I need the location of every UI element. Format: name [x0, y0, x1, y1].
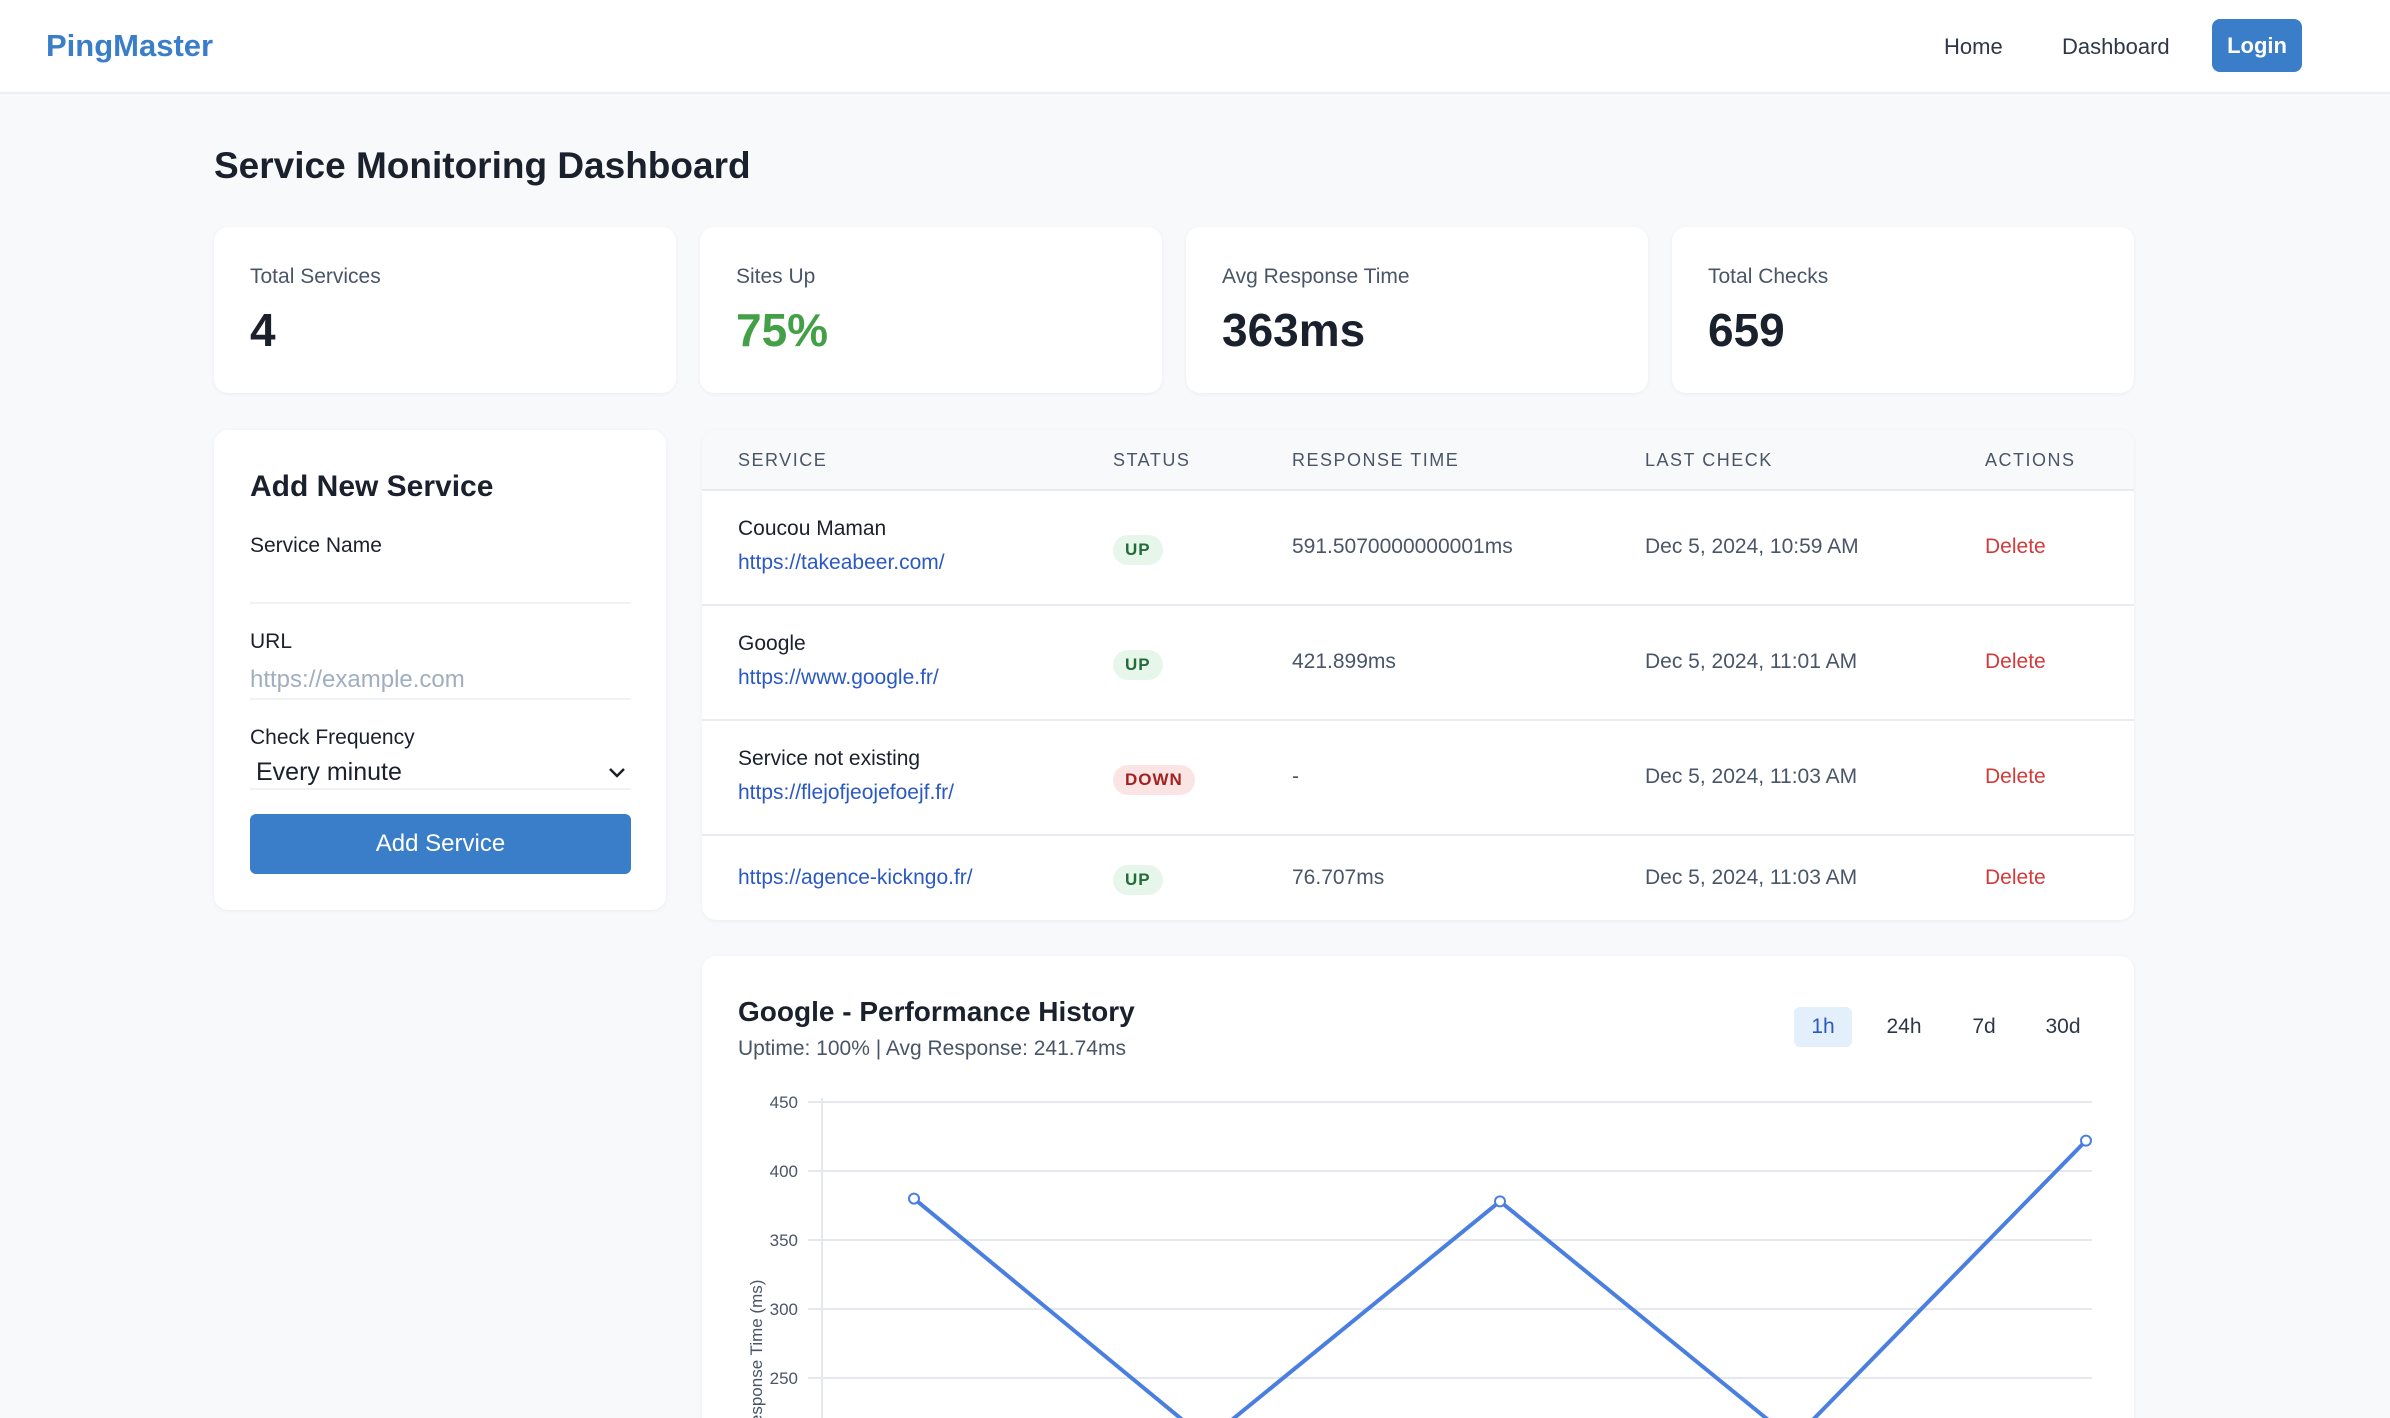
- y-tick-label: 300: [770, 1300, 798, 1319]
- response-time: 421.899ms: [1292, 650, 1396, 673]
- add-service-button[interactable]: Add Service: [250, 814, 631, 874]
- stat-card-total-checks: Total Checks 659: [1672, 227, 2134, 393]
- range-1h-button[interactable]: 1h: [1794, 1007, 1852, 1047]
- services-table: SERVICE STATUS RESPONSE TIME LAST CHECK …: [702, 430, 2134, 920]
- check-frequency-value: Every minute: [256, 758, 402, 786]
- header-response-time: RESPONSE TIME: [1292, 450, 1460, 470]
- stat-label: Total Checks: [1708, 265, 1829, 288]
- data-point: [1494, 1195, 1506, 1208]
- status-badge: DOWN: [1113, 765, 1195, 795]
- status-badge: UP: [1113, 650, 1163, 680]
- y-tick-label: 450: [770, 1093, 798, 1112]
- service-name-label: Service Name: [250, 534, 382, 557]
- response-time: 591.5070000000001ms: [1292, 535, 1513, 558]
- service-name: Coucou Maman: [738, 517, 887, 540]
- chevron-down-icon: [609, 768, 625, 778]
- stat-value: 363ms: [1222, 304, 1366, 356]
- last-check: Dec 5, 2024, 11:01 AM: [1645, 650, 1858, 673]
- service-url-link[interactable]: https://flejofjeojefoejf.fr/: [738, 781, 954, 804]
- page-title: Service Monitoring Dashboard: [214, 145, 751, 186]
- stat-value: 4: [250, 304, 276, 356]
- y-tick-label: 350: [770, 1231, 798, 1250]
- table-row: https://agence-kickngo.fr/ UP 76.707ms D…: [702, 836, 2134, 920]
- check-frequency-select[interactable]: Every minute: [250, 756, 631, 790]
- brand-logo[interactable]: PingMaster: [46, 28, 214, 63]
- service-url-link[interactable]: https://takeabeer.com/: [738, 551, 945, 574]
- url-input[interactable]: https://example.com: [250, 666, 631, 700]
- stat-card-sites-up: Sites Up 75%: [700, 227, 1162, 393]
- url-label: URL: [250, 630, 293, 653]
- add-service-form: Add New Service Service Name URL https:/…: [214, 430, 666, 910]
- delete-button[interactable]: Delete: [1985, 765, 2046, 788]
- stat-label: Sites Up: [736, 265, 816, 288]
- header-service: SERVICE: [738, 450, 828, 470]
- performance-chart-panel: Google - Performance History Uptime: 100…: [702, 956, 2134, 1418]
- y-tick-label: 400: [770, 1162, 798, 1181]
- last-check: Dec 5, 2024, 11:03 AM: [1645, 765, 1858, 788]
- table-header: SERVICE STATUS RESPONSE TIME LAST CHECK …: [702, 430, 2134, 491]
- stat-label: Avg Response Time: [1222, 265, 1410, 288]
- stat-value: 75%: [736, 304, 829, 356]
- top-navbar: PingMaster Home Dashboard Login: [0, 0, 2390, 94]
- range-30d-button[interactable]: 30d: [2045, 1015, 2081, 1038]
- response-time: 76.707ms: [1292, 866, 1385, 889]
- check-frequency-label: Check Frequency: [250, 726, 415, 749]
- status-badge: UP: [1113, 535, 1163, 565]
- service-name-input[interactable]: [250, 570, 631, 604]
- range-24h-button[interactable]: 24h: [1886, 1015, 1922, 1038]
- service-name: Google: [738, 632, 806, 655]
- service-name: Service not existing: [738, 747, 921, 770]
- delete-button[interactable]: Delete: [1985, 535, 2046, 558]
- last-check: Dec 5, 2024, 11:03 AM: [1645, 866, 1858, 889]
- data-point: [908, 1192, 920, 1205]
- header-status: STATUS: [1113, 450, 1191, 470]
- form-title: Add New Service: [250, 470, 494, 503]
- last-check: Dec 5, 2024, 10:59 AM: [1645, 535, 1859, 558]
- service-url-link[interactable]: https://agence-kickngo.fr/: [738, 866, 973, 889]
- stat-card-avg-response: Avg Response Time 363ms: [1186, 227, 1648, 393]
- status-badge: UP: [1113, 865, 1163, 895]
- stat-value: 659: [1708, 304, 1785, 356]
- stat-card-total-services: Total Services 4: [214, 227, 676, 393]
- table-row: Coucou Maman https://takeabeer.com/ UP 5…: [702, 491, 2134, 606]
- header-last-check: LAST CHECK: [1645, 450, 1773, 470]
- nav-home-link[interactable]: Home: [1944, 34, 2003, 59]
- y-tick-label: 250: [770, 1369, 798, 1388]
- range-7d-button[interactable]: 7d: [1972, 1015, 1996, 1038]
- y-axis-label: Response Time (ms): [747, 1280, 766, 1418]
- chart-subtitle: Uptime: 100% | Avg Response: 241.74ms: [738, 1037, 1126, 1060]
- delete-button[interactable]: Delete: [1985, 650, 2046, 673]
- delete-button[interactable]: Delete: [1985, 866, 2046, 889]
- stat-label: Total Services: [250, 265, 381, 288]
- service-url-link[interactable]: https://www.google.fr/: [738, 666, 939, 689]
- data-point: [2080, 1134, 2092, 1147]
- header-actions: ACTIONS: [1985, 450, 2076, 470]
- series-line: [912, 1139, 2088, 1418]
- table-row: Google https://www.google.fr/ UP 421.899…: [702, 606, 2134, 721]
- nav-dashboard-link[interactable]: Dashboard: [2062, 34, 2170, 59]
- table-row: Service not existing https://flejofjeoje…: [702, 721, 2134, 836]
- login-button[interactable]: Login: [2212, 19, 2302, 72]
- response-time: -: [1292, 765, 1299, 788]
- chart-title: Google - Performance History: [738, 996, 1135, 1027]
